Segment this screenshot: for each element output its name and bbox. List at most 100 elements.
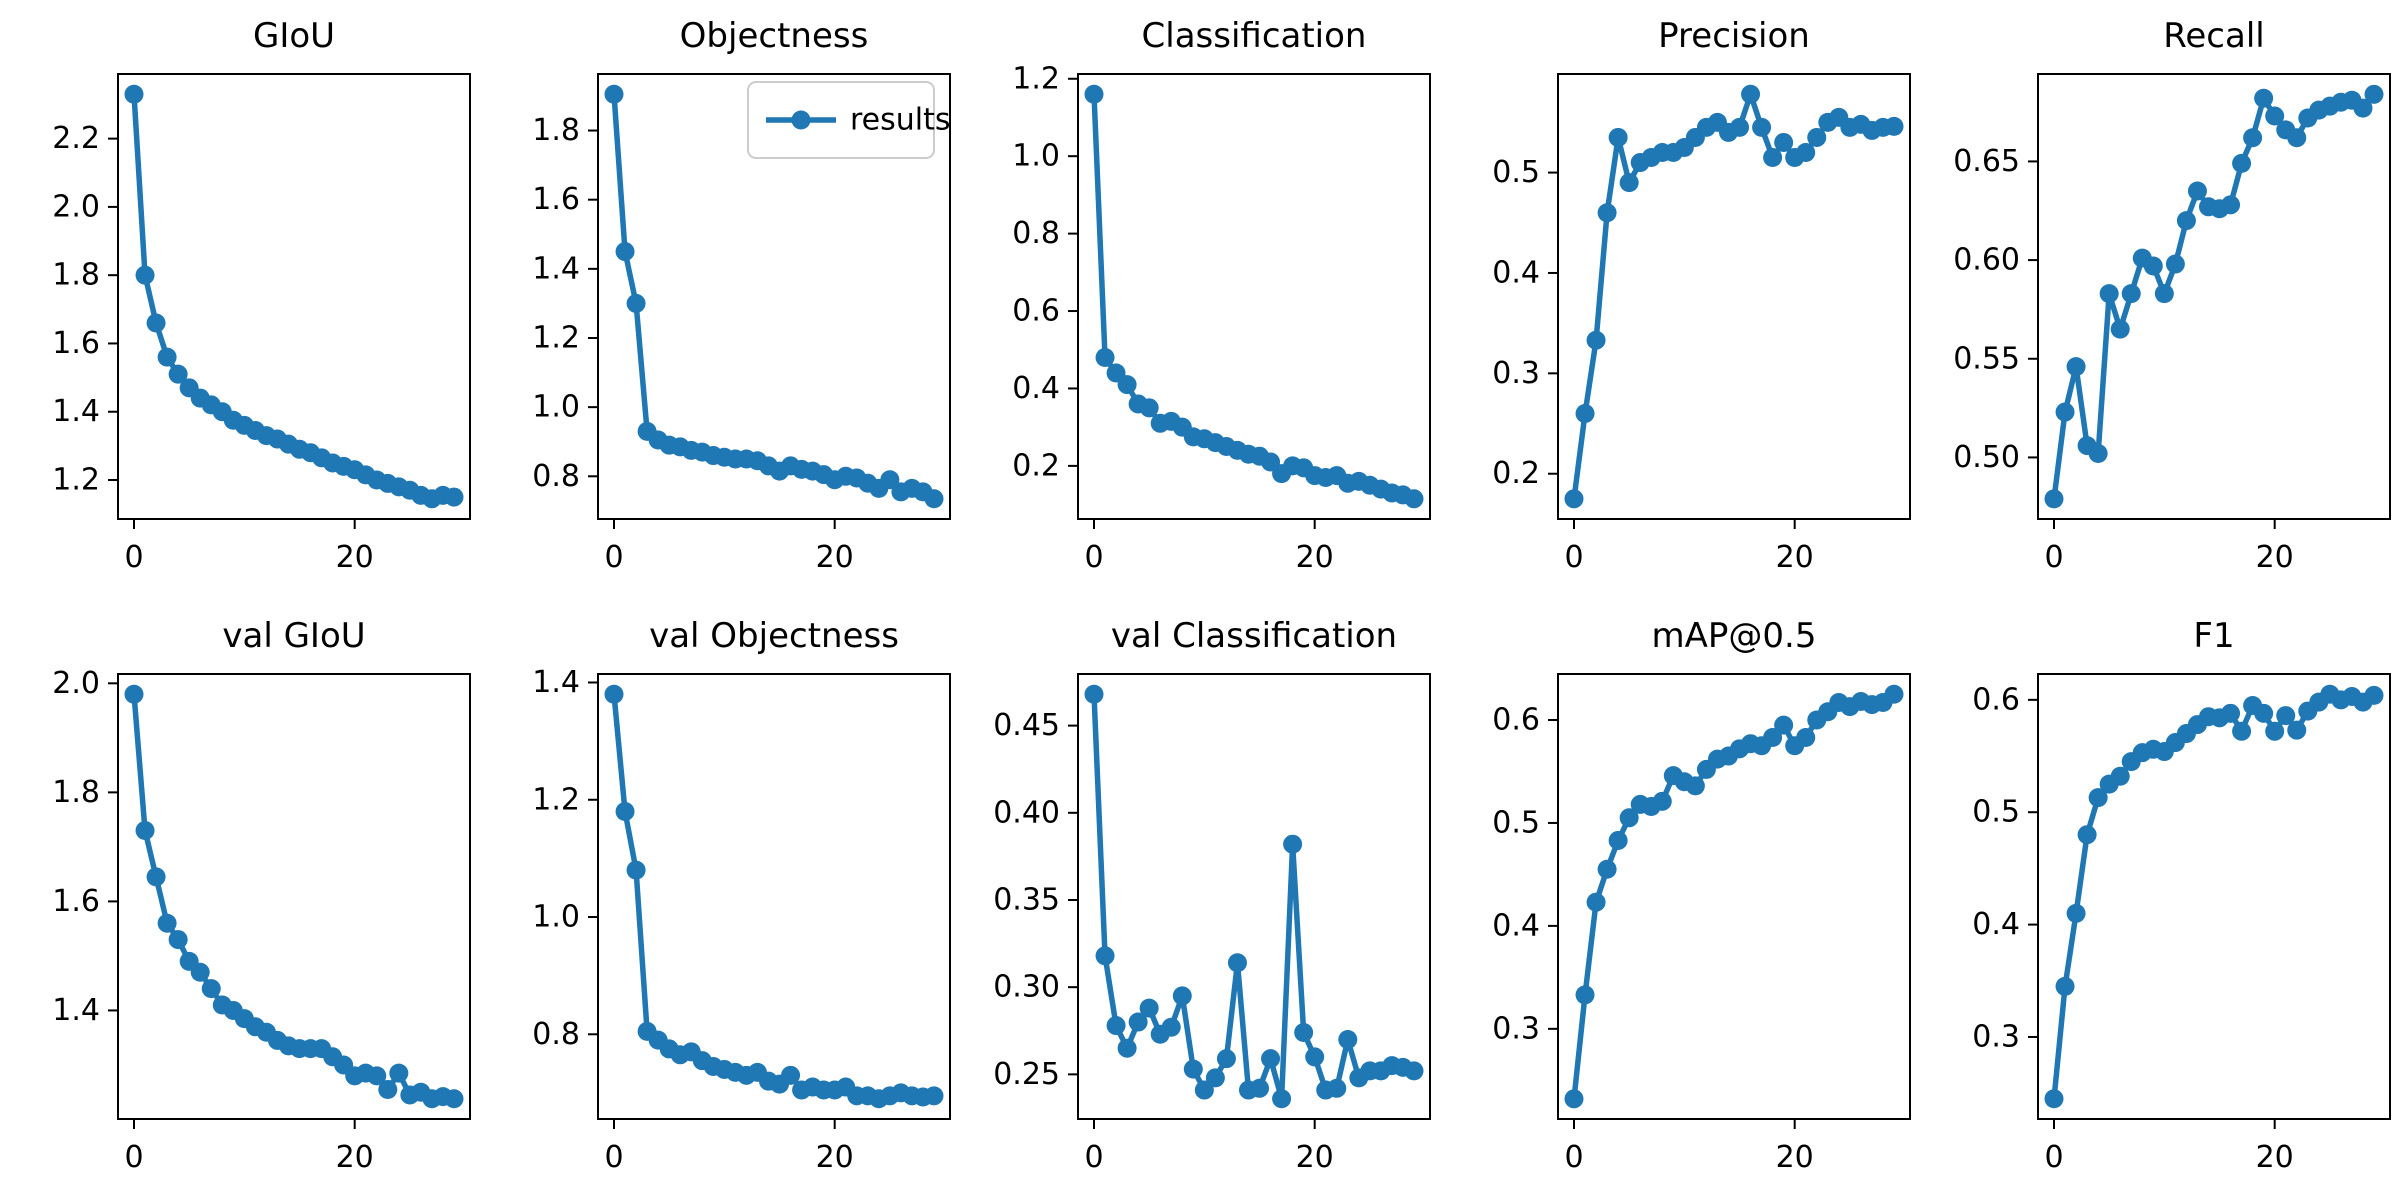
data-point (1250, 1078, 1270, 1098)
x-tick-label: 20 (1776, 540, 1814, 575)
y-tick-label: 0.2 (1012, 448, 1060, 483)
data-point (2165, 254, 2185, 274)
subplot-objectness: Objectness 1.8 1.6 1.4 1.2 1.0 0.8 0 20 results (480, 0, 960, 600)
data-point (1796, 142, 1816, 162)
data-point (2287, 720, 2307, 740)
data-point (1597, 203, 1617, 223)
data-point (2088, 788, 2108, 808)
plot-box (1077, 73, 1431, 520)
legend-marker (791, 110, 811, 130)
data-point (1227, 953, 1247, 973)
y-tick-label: 0.5 (1972, 795, 2020, 830)
legend-box (747, 81, 935, 159)
y-tick-label: 0.3 (1492, 356, 1540, 391)
plot-box (597, 673, 951, 1120)
y-tick-label: 0.6 (1492, 703, 1540, 738)
x-tick-label: 20 (336, 1140, 374, 1175)
data-point (157, 347, 177, 367)
data-point (1752, 117, 1772, 137)
data-point (1327, 1078, 1347, 1098)
data-point (1183, 1059, 1203, 1079)
data-point (2121, 284, 2141, 304)
x-tick-label: 0 (2044, 540, 2063, 575)
data-point (2044, 1089, 2064, 1109)
data-point (1608, 830, 1628, 850)
data-point (1139, 398, 1159, 418)
data-point (1139, 998, 1159, 1018)
y-tick-label: 2.0 (52, 666, 100, 701)
x-tick-label: 20 (1296, 1140, 1334, 1175)
subplot-map05: mAP@0.5 0.6 0.5 0.4 0.3 0 20 (1440, 600, 1920, 1200)
y-tick-label: 1.4 (532, 665, 580, 700)
y-tick-label: 0.50 (1953, 440, 2020, 475)
data-point (2364, 685, 2384, 705)
y-tick-label: 1.2 (532, 320, 580, 355)
data-point (1564, 489, 1584, 509)
legend-label: results (850, 103, 951, 138)
subplot-recall: Recall 0.65 0.60 0.55 0.50 0 20 (1920, 0, 2400, 600)
plot-box (2037, 673, 2391, 1120)
data-point (1741, 84, 1761, 104)
data-point (1685, 776, 1705, 796)
data-point (2154, 284, 2174, 304)
map05-chart: 0.6 0.5 0.4 0.3 0 20 (1492, 673, 1911, 1175)
data-point (2055, 976, 2075, 996)
val-classification-chart: 0.45 0.40 0.35 0.30 0.25 0 20 (993, 673, 1431, 1175)
data-point (1763, 148, 1783, 168)
y-tick-label: 0.5 (1492, 805, 1540, 840)
data-point (2254, 88, 2274, 108)
y-tick-label: 1.4 (52, 993, 100, 1028)
y-tick-label: 0.2 (1492, 456, 1540, 491)
f1-chart: 0.6 0.5 0.4 0.3 0 20 (1972, 673, 2391, 1175)
y-tick-label: 0.3 (1972, 1019, 2020, 1054)
data-point (135, 265, 155, 285)
data-point (1564, 1089, 1584, 1109)
y-tick-label: 1.6 (532, 182, 580, 217)
subplot-precision: Precision 0.5 0.4 0.3 0.2 0 20 (1440, 0, 1920, 600)
subplot-val-objectness: val Objectness 1.4 1.2 1.0 0.8 0 20 (480, 600, 960, 1200)
y-tick-label: 0.45 (993, 708, 1060, 743)
data-point (1586, 330, 1606, 350)
y-tick-label: 1.0 (532, 900, 580, 935)
y-tick-label: 2.0 (52, 189, 100, 224)
data-point (1619, 808, 1639, 828)
x-tick-label: 20 (336, 540, 374, 575)
data-point (924, 489, 944, 509)
data-point (1261, 1049, 1281, 1069)
data-point (2232, 153, 2252, 173)
chart-title: val Objectness (649, 616, 899, 656)
plot-box (1557, 73, 1911, 520)
data-point (157, 913, 177, 933)
data-point (1884, 684, 1904, 704)
chart-title: Classification (1141, 16, 1367, 56)
data-point (2176, 211, 2196, 231)
y-tick-label: 1.0 (1012, 139, 1060, 174)
x-tick-label: 0 (1564, 1140, 1583, 1175)
data-point (2088, 443, 2108, 463)
data-point (124, 84, 144, 104)
y-tick-label: 1.6 (52, 326, 100, 361)
x-tick-label: 0 (124, 540, 143, 575)
data-point (1095, 347, 1115, 367)
data-point (1404, 1061, 1424, 1081)
y-tick-label: 0.6 (1972, 682, 2020, 717)
data-point (1404, 489, 1424, 509)
data-point (2187, 181, 2207, 201)
data-point (146, 867, 166, 887)
data-point (1128, 1012, 1148, 1032)
val-objectness-chart: 1.4 1.2 1.0 0.8 0 20 (532, 665, 951, 1175)
line-series (1091, 691, 1417, 1102)
x-tick-label: 0 (1084, 1140, 1103, 1175)
y-tick-label: 1.6 (52, 884, 100, 919)
data-point (1106, 1016, 1126, 1036)
plot-box (2037, 73, 2391, 520)
data-point (2143, 256, 2163, 276)
data-point (626, 860, 646, 880)
chart-title: Recall (2163, 16, 2265, 56)
data-point (1763, 728, 1783, 748)
data-point (1216, 1049, 1236, 1069)
subplot-classification: Classification 1.2 1.0 0.8 0.6 0.4 0.2 0 20 (960, 0, 1440, 600)
x-tick-label: 20 (1776, 1140, 1814, 1175)
y-tick-label: 0.30 (993, 970, 1060, 1005)
